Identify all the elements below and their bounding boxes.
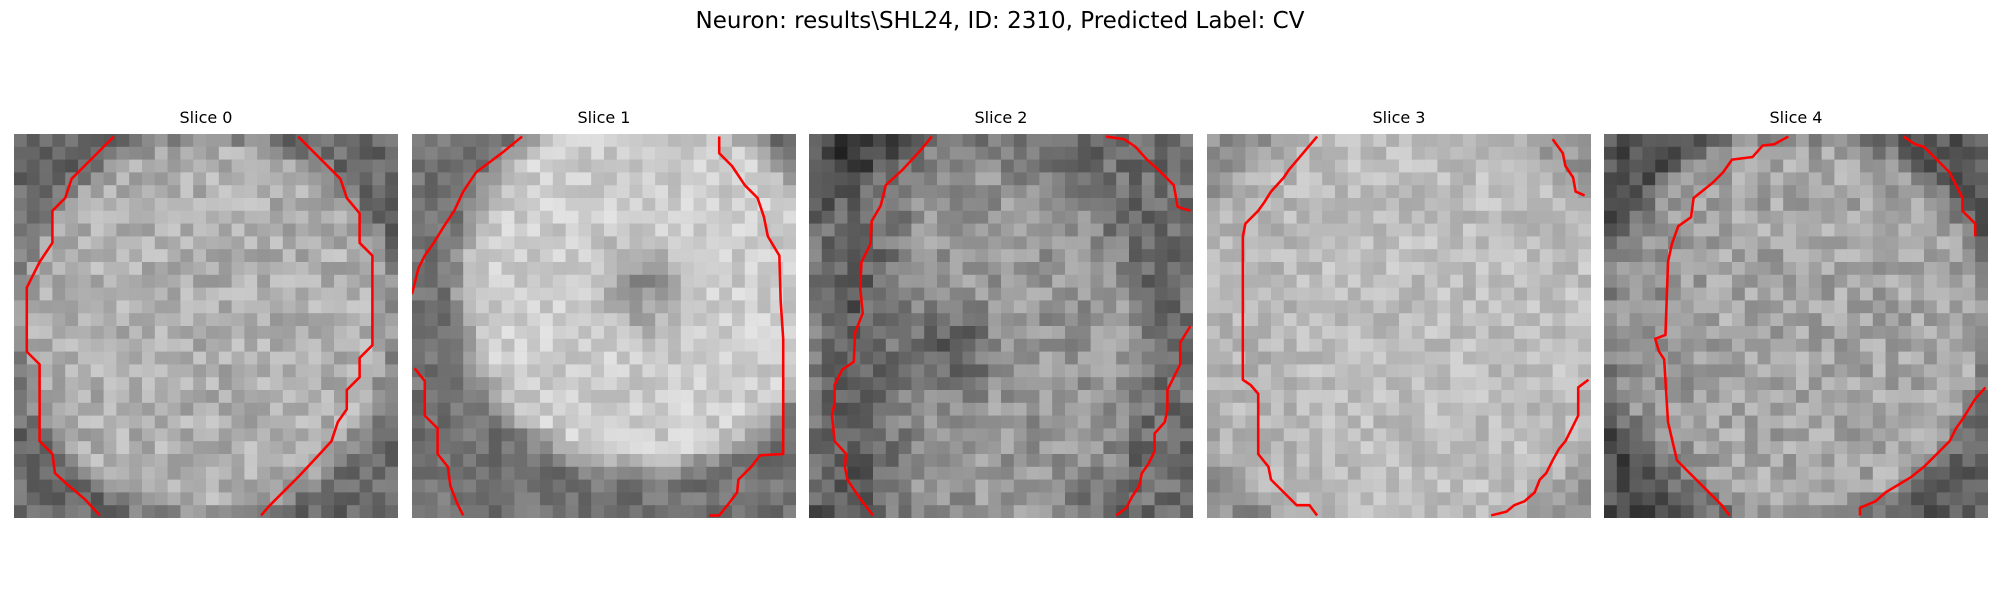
slice-title-4: Slice 4 xyxy=(1604,108,1988,127)
slice-image-4 xyxy=(1604,134,1988,518)
slice-image-3 xyxy=(1207,134,1591,518)
figure-title: Neuron: results\SHL24, ID: 2310, Predict… xyxy=(0,8,2000,34)
slice-title-1: Slice 1 xyxy=(412,108,796,127)
slice-image-2 xyxy=(809,134,1193,518)
slice-title-2: Slice 2 xyxy=(809,108,1193,127)
slice-image-1 xyxy=(412,134,796,518)
slice-image-0 xyxy=(14,134,398,518)
slice-title-0: Slice 0 xyxy=(14,108,398,127)
slice-title-3: Slice 3 xyxy=(1207,108,1591,127)
